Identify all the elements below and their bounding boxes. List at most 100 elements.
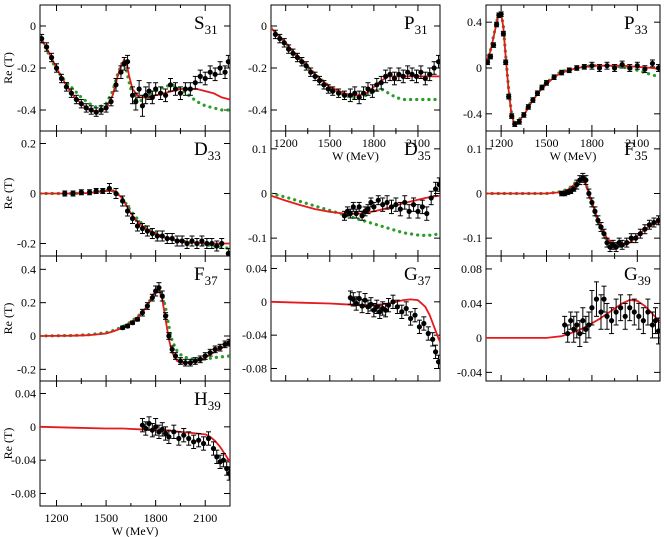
data-point (226, 340, 230, 346)
data-point (159, 426, 165, 432)
data-point (281, 40, 287, 46)
data-point (222, 69, 228, 75)
data-point (205, 435, 212, 442)
panel-label: D35 (404, 139, 431, 163)
data-point (377, 309, 383, 315)
data-point (487, 53, 494, 60)
x-tick-label: 2100 (625, 136, 649, 150)
data-point (106, 185, 112, 192)
data-point (143, 92, 149, 98)
data-point (405, 69, 411, 75)
data-point (209, 240, 215, 247)
data-point (362, 297, 368, 303)
panel-label: D33 (194, 139, 221, 163)
y-tick-label: 0 (30, 19, 36, 33)
y-tick-label: 0.04 (15, 387, 36, 401)
panel-label: P33 (624, 13, 648, 37)
y-tick-label: -0.4 (463, 107, 482, 121)
data-point (308, 69, 314, 75)
data-point (596, 65, 603, 71)
y-axis-title: Re (T) (1, 178, 15, 210)
data-point (189, 238, 195, 244)
data-point (53, 65, 60, 71)
data-point (583, 326, 589, 332)
data-point (410, 202, 417, 208)
data-point (571, 186, 577, 192)
data-point (360, 90, 367, 96)
data-point (397, 206, 403, 212)
data-point (63, 84, 70, 90)
data-point (133, 99, 139, 105)
data-point (498, 11, 504, 17)
x-tick-label: 2100 (193, 511, 217, 525)
data-point (204, 240, 210, 247)
data-point (277, 36, 283, 42)
y-tick-label: 0.08 (461, 262, 482, 276)
y-tick-label: -0.04 (242, 328, 267, 342)
data-point (566, 67, 572, 73)
data-point (375, 197, 381, 203)
data-point (172, 86, 179, 92)
data-point (169, 346, 175, 352)
y-tick-label: -0.04 (11, 453, 36, 467)
data-point (202, 75, 208, 82)
data-point (207, 69, 213, 75)
x-tick-label: 1200 (489, 136, 513, 150)
data-point (40, 36, 45, 42)
data-point (162, 430, 169, 437)
data-point (44, 44, 50, 50)
data-point (619, 242, 625, 248)
data-point (129, 92, 136, 98)
data-point (421, 320, 427, 327)
data-point (374, 82, 380, 88)
data-point (129, 215, 136, 222)
y-tick-label: 0 (261, 19, 267, 33)
data-point (176, 435, 182, 442)
data-point (341, 92, 348, 98)
data-point (503, 59, 509, 65)
data-point (88, 107, 94, 113)
data-point (422, 75, 428, 82)
x-tick-label: 1800 (144, 511, 168, 525)
data-point (409, 71, 415, 77)
data-point (655, 65, 660, 71)
data-point (402, 199, 408, 206)
y-tick-label: -0.2 (248, 61, 267, 75)
x-axis-title: W (MeV) (550, 149, 597, 163)
data-point (139, 103, 146, 109)
data-point (70, 190, 76, 197)
data-point (124, 323, 131, 329)
data-point (651, 219, 657, 226)
data-point (539, 84, 545, 91)
data-point (435, 359, 440, 365)
data-point (149, 230, 155, 237)
data-point (83, 105, 89, 111)
data-point (637, 231, 643, 237)
fit-curve (486, 299, 660, 339)
data-point (619, 61, 625, 68)
data-point (413, 73, 420, 79)
data-point (169, 235, 175, 242)
y-tick-label: 0 (476, 187, 482, 201)
data-point (613, 309, 619, 315)
data-point (359, 213, 365, 219)
data-point (156, 285, 162, 291)
data-point (303, 63, 309, 69)
data-point (551, 74, 557, 80)
data-point (352, 90, 358, 96)
data-point (100, 188, 106, 194)
panel-label: H39 (194, 389, 221, 413)
y-axis-title: Re (T) (1, 303, 15, 335)
y-tick-label: 0.1 (467, 142, 482, 156)
data-point (530, 97, 536, 103)
data-point (191, 439, 197, 445)
data-point (412, 312, 418, 318)
data-point (589, 63, 595, 69)
data-point (164, 235, 170, 242)
data-point (356, 204, 362, 210)
x-tick-label: 1200 (45, 511, 69, 525)
data-point (113, 190, 119, 197)
data-point (618, 305, 624, 311)
y-axis-title: Re (T) (1, 428, 15, 460)
data-point (179, 238, 185, 244)
